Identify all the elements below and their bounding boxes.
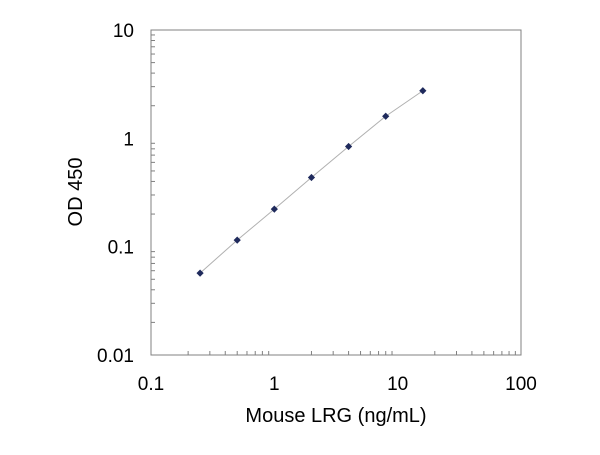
x-tick-label: 100 xyxy=(505,374,537,395)
y-axis-title: OD 450 xyxy=(65,158,87,227)
y-tick-labels: 0.01 0.1 1 10 xyxy=(97,21,134,367)
data-point xyxy=(270,205,278,213)
x-axis-title: Mouse LRG (ng/mL) xyxy=(245,405,426,427)
x-tick-label: 10 xyxy=(387,374,408,395)
y-tick-label: 0.1 xyxy=(108,238,134,259)
data-points xyxy=(196,87,427,277)
y-minor-ticks xyxy=(151,34,155,323)
data-point xyxy=(307,173,316,182)
data-point xyxy=(419,87,427,95)
data-point xyxy=(233,236,241,244)
data-point xyxy=(382,112,390,120)
y-tick-label: 10 xyxy=(113,21,134,42)
x-tick-label: 1 xyxy=(269,374,280,395)
data-point xyxy=(196,269,204,277)
x-tick-label: 0.1 xyxy=(138,374,164,395)
plot-area xyxy=(150,29,522,356)
data-point xyxy=(344,142,353,151)
x-minor-ticks xyxy=(187,351,516,355)
y-tick-label: 0.01 xyxy=(97,346,134,367)
y-tick-label: 1 xyxy=(123,129,134,150)
x-tick-labels: 0.1 1 10 100 xyxy=(138,374,537,395)
